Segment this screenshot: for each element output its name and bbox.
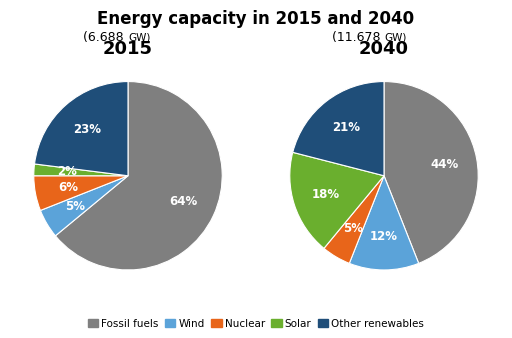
Text: 64%: 64% bbox=[169, 195, 198, 208]
Wedge shape bbox=[349, 176, 419, 270]
Text: 12%: 12% bbox=[370, 231, 398, 243]
Wedge shape bbox=[324, 176, 384, 263]
Text: (6.688: (6.688 bbox=[83, 31, 128, 45]
Text: 5%: 5% bbox=[343, 222, 363, 235]
Title: 2040: 2040 bbox=[359, 40, 409, 58]
Text: 21%: 21% bbox=[332, 121, 360, 134]
Text: Energy capacity in 2015 and 2040: Energy capacity in 2015 and 2040 bbox=[97, 10, 415, 28]
Text: GW): GW) bbox=[128, 33, 151, 43]
Title: 2015: 2015 bbox=[103, 40, 153, 58]
Text: 18%: 18% bbox=[312, 188, 340, 201]
Wedge shape bbox=[384, 81, 478, 263]
Wedge shape bbox=[293, 81, 384, 176]
Text: 44%: 44% bbox=[430, 158, 458, 171]
Wedge shape bbox=[34, 81, 128, 176]
Wedge shape bbox=[290, 152, 384, 248]
Text: GW): GW) bbox=[384, 33, 407, 43]
Text: 2%: 2% bbox=[57, 165, 77, 178]
Text: (11.678: (11.678 bbox=[331, 31, 384, 45]
Wedge shape bbox=[34, 164, 128, 176]
Wedge shape bbox=[34, 176, 128, 211]
Wedge shape bbox=[40, 176, 128, 236]
Legend: Fossil fuels, Wind, Nuclear, Solar, Other renewables: Fossil fuels, Wind, Nuclear, Solar, Othe… bbox=[84, 314, 428, 333]
Text: 5%: 5% bbox=[66, 200, 86, 213]
Text: 23%: 23% bbox=[74, 123, 101, 136]
Wedge shape bbox=[55, 81, 222, 270]
Text: 6%: 6% bbox=[58, 181, 78, 194]
